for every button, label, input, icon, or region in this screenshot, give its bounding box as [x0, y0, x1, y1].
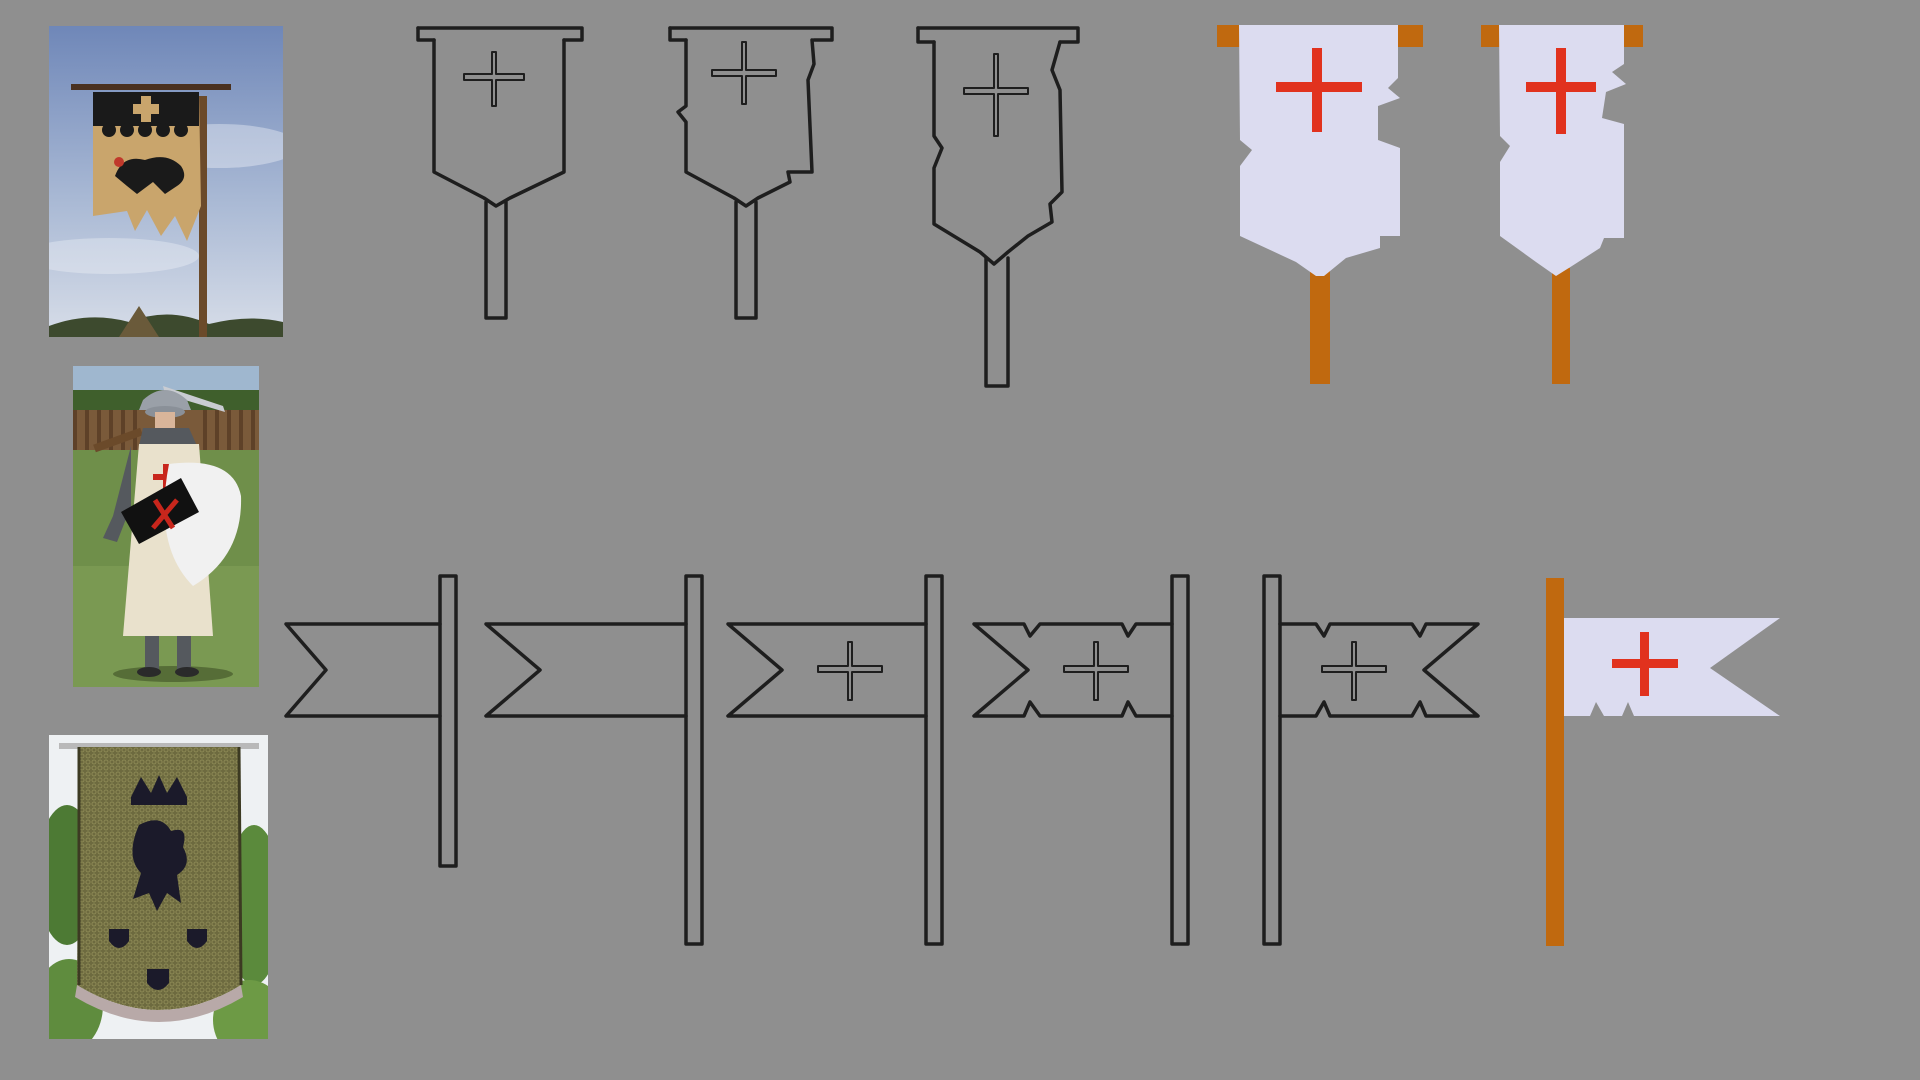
banner-sketch-2-pole — [734, 200, 758, 320]
pennant-color-1 — [1546, 578, 1780, 946]
banner-sketch-1-crossbar-left — [416, 26, 436, 42]
banner-sketch-2-crossbar-left — [668, 26, 688, 42]
banner-sketch-1-cross-icon — [463, 51, 525, 107]
banner-sketch-3-cross-icon — [963, 53, 1029, 137]
banner-sketch-1-crossbar — [416, 26, 584, 42]
banner-sketch-2-crossbar — [668, 26, 834, 42]
banner-color-1 — [1217, 25, 1423, 384]
pennant-sketch-5 — [1262, 574, 1480, 946]
pennant-sketch-2-cloth — [484, 622, 688, 718]
banner-sketch-3-crossbar-left — [916, 26, 936, 44]
reference-photo-hanging-lion-banner — [49, 735, 268, 1039]
reference-photo-hanging-banner-image — [49, 735, 268, 1039]
banner-sketch-1-pole — [484, 200, 508, 320]
pennant-sketch-1-pole — [438, 574, 458, 868]
reference-photo-knight-image — [73, 366, 259, 687]
banner-sketch-1-cloth — [432, 38, 566, 208]
banner-color-1-pole — [1310, 268, 1330, 384]
pennant-color-1-cross-icon — [1612, 632, 1678, 696]
pennant-sketch-4-cross-icon — [1063, 641, 1129, 701]
banner-sketch-3-pole — [984, 256, 1010, 388]
pennant-sketch-3-pole — [924, 574, 944, 946]
reference-photo-heraldic-banner-image — [49, 26, 283, 337]
pennant-sketch-2 — [484, 574, 704, 946]
pennant-sketch-2-pole — [684, 574, 704, 946]
banner-color-2-pole — [1552, 268, 1570, 384]
pennant-sketch-5-pole — [1262, 574, 1282, 946]
reference-photo-knight-with-shield — [73, 366, 259, 687]
pennant-sketch-3-cloth — [726, 622, 928, 718]
banner-sketch-3-cloth — [932, 40, 1064, 266]
banner-sketch-3-crossbar — [916, 26, 1080, 44]
banner-sketch-2-cloth — [676, 38, 816, 208]
pennant-sketch-3-cross-icon — [817, 641, 883, 701]
pennant-sketch-1-cloth — [284, 622, 442, 718]
pennant-sketch-4-pole — [1170, 574, 1190, 946]
pennant-color-1-pole — [1546, 578, 1564, 946]
pennant-sketch-5-cross-icon — [1321, 641, 1387, 701]
banner-sketch-1 — [416, 26, 584, 320]
banner-sketch-3 — [916, 26, 1080, 388]
banner-color-2-cross-icon — [1526, 48, 1596, 134]
reference-photo-heraldic-banner — [49, 26, 283, 337]
banner-color-1-cross-icon — [1276, 48, 1362, 132]
banner-color-2 — [1481, 25, 1643, 384]
banner-sketch-2-cross-icon — [711, 41, 777, 105]
pennant-sketch-5-cloth — [1278, 622, 1480, 718]
pennant-sketch-4-cloth — [972, 622, 1174, 718]
pennant-sketch-3 — [726, 574, 944, 946]
banner-sketch-2 — [668, 26, 834, 320]
pennant-sketch-1 — [284, 574, 458, 868]
pennant-sketch-4 — [972, 574, 1190, 946]
